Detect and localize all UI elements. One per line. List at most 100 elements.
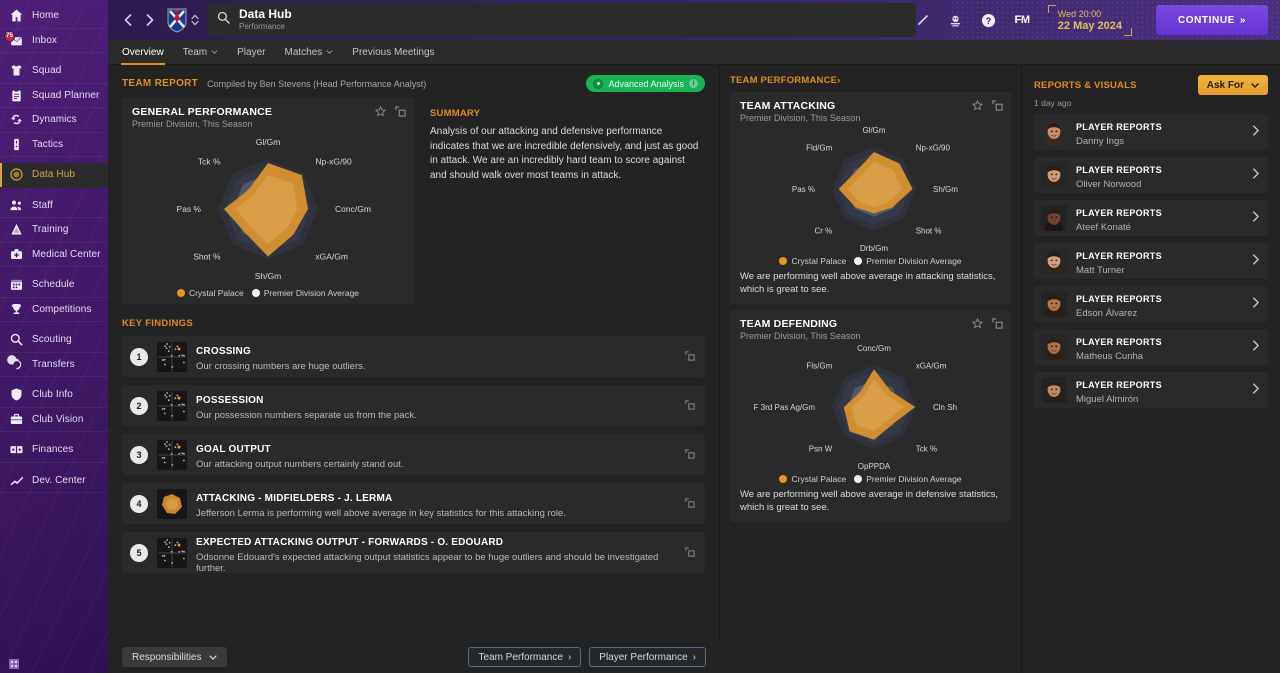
svg-text:Sh/Gm: Sh/Gm (933, 185, 958, 194)
player-performance-button[interactable]: Player Performance › (589, 647, 706, 667)
sidebar-item-label: Home (32, 10, 60, 22)
sidebar-item-schedule[interactable]: Schedule (0, 273, 108, 298)
svg-text:?: ? (986, 15, 991, 25)
sidebar-item-dev-center[interactable]: Dev. Center (0, 469, 108, 493)
player-report-item[interactable]: PLAYER REPORTS Danny Ings (1034, 114, 1268, 150)
legend-team-label: Crystal Palace (188, 288, 244, 298)
player-report-item[interactable]: PLAYER REPORTS Edson Álvarez (1034, 286, 1268, 322)
player-report-type: PLAYER REPORTS (1076, 294, 1162, 304)
expand-icon[interactable] (992, 318, 1003, 329)
key-finding-item[interactable]: 1 CROSSING Our crossing numbers are huge o… (122, 336, 705, 377)
tab-overview[interactable]: Overview (121, 40, 165, 65)
sidebar-item-home[interactable]: Home (0, 4, 108, 29)
legend-average-dot-icon (251, 289, 260, 297)
star-icon[interactable] (374, 105, 387, 117)
sidebar-item-medical-center[interactable]: Medical Center (0, 243, 108, 267)
expand-icon[interactable] (685, 544, 695, 562)
content-area: TEAM REPORT Compiled by Ben Stevens (Hea… (108, 65, 1280, 673)
expand-icon[interactable] (685, 446, 695, 464)
team-performance-heading[interactable]: TEAM PERFORMANCE› (720, 65, 1021, 92)
chevron-right-icon[interactable] (1252, 168, 1259, 182)
tab-team[interactable]: Team (183, 40, 218, 65)
key-finding-number: 3 (130, 445, 148, 464)
sidebar-item-squad-planner[interactable]: Squad Planner (0, 84, 108, 108)
star-icon[interactable] (971, 317, 984, 329)
sidebar-item-label: Finances (32, 444, 74, 456)
expand-icon[interactable] (992, 100, 1003, 111)
sidebar-item-inbox[interactable]: 75 Inbox (0, 29, 108, 53)
expand-icon[interactable] (395, 106, 406, 117)
continue-button[interactable]: CONTINUE » (1156, 5, 1268, 35)
star-icon[interactable] (971, 99, 984, 111)
sidebar-item-staff[interactable]: Staff (0, 194, 108, 218)
sidebar-item-finances[interactable]: Finances (0, 438, 108, 463)
chevron-right-icon[interactable] (1252, 211, 1259, 225)
responsibilities-label: Responsibilities (132, 651, 202, 663)
forward-button[interactable] (140, 9, 160, 31)
ask-for-button[interactable]: Ask For (1197, 75, 1268, 95)
player-report-item[interactable]: PLAYER REPORTS Ateef Konaté (1034, 200, 1268, 236)
team-defending-actions (971, 317, 1003, 329)
sidebar-item-transfers[interactable]: Transfers (0, 353, 108, 377)
key-finding-thumbnail (157, 439, 187, 470)
sidebar-item-club-vision[interactable]: Club Vision (0, 408, 108, 432)
fm-logo[interactable]: FM (1014, 14, 1030, 26)
chevron-right-icon: › (692, 651, 696, 663)
expand-icon[interactable] (685, 348, 695, 366)
transfers-icon (6, 354, 24, 372)
svg-text:Fld/Gm: Fld/Gm (806, 143, 833, 152)
tab-previous-meetings[interactable]: Previous Meetings (352, 40, 434, 65)
svg-text:Tck %: Tck % (916, 445, 937, 454)
tab-player[interactable]: Player (237, 40, 265, 65)
player-report-item[interactable]: PLAYER REPORTS Miguel Almirón (1034, 372, 1268, 408)
player-report-item[interactable]: PLAYER REPORTS Matheus Cunha (1034, 329, 1268, 365)
chevron-right-icon[interactable] (1252, 125, 1259, 139)
chevron-right-icon[interactable] (1252, 383, 1259, 397)
pencil-icon[interactable] (916, 13, 930, 27)
key-finding-item[interactable]: 5 EXPECTED ATTACKING OUTPUT - FORWARDS - … (122, 532, 705, 574)
sidebar-item-scouting[interactable]: Scouting (0, 328, 108, 353)
sidebar-item-tactics[interactable]: Tactics (0, 133, 108, 157)
sidebar-item-training[interactable]: Training (0, 218, 108, 243)
tab-label: Team (182, 46, 208, 58)
sidebar-item-label: Staff (32, 199, 53, 211)
sidebar-item-competitions[interactable]: Competitions (0, 298, 108, 322)
search-icon (217, 11, 230, 29)
avatar (1041, 291, 1067, 317)
player-report-item[interactable]: PLAYER REPORTS Oliver Norwood (1034, 157, 1268, 193)
club-switcher[interactable] (191, 13, 199, 27)
sidebar-item-dynamics[interactable]: Dynamics (0, 108, 108, 133)
chevron-right-icon[interactable] (1252, 340, 1259, 354)
expand-icon[interactable] (685, 495, 695, 513)
svg-text:Shot %: Shot % (193, 251, 221, 261)
social-icon[interactable] (948, 13, 963, 28)
key-finding-item[interactable]: 4 ATTACKING - MIDFIELDERS - J. LERMA Jeffe… (122, 483, 705, 524)
shield-icon (8, 387, 24, 403)
info-icon[interactable]: i (689, 79, 698, 88)
team-attacking-subtitle: Premier Division, This Season (740, 113, 861, 123)
key-finding-item[interactable]: 3 GOAL OUTPUT Our attacking output numbers… (122, 434, 705, 475)
key-finding-item[interactable]: 2 POSSESSION Our possession numbers separa… (122, 385, 705, 426)
responsibilities-button[interactable]: Responsibilities (122, 647, 228, 667)
expand-icon[interactable] (685, 397, 695, 415)
svg-text:F 3rd Pas Ag/Gm: F 3rd Pas Ag/Gm (754, 403, 816, 412)
reports-visuals-timestamp: 1 day ago (1034, 98, 1072, 108)
chevron-right-icon[interactable] (1252, 297, 1259, 311)
player-report-item[interactable]: PLAYER REPORTS Matt Turner (1034, 243, 1268, 279)
tab-matches[interactable]: Matches (285, 40, 334, 65)
sidebar-item-club-info[interactable]: Club Info (0, 383, 108, 408)
team-report-column: TEAM REPORT Compiled by Ben Stevens (Hea… (108, 65, 720, 673)
chevron-right-icon[interactable] (1252, 254, 1259, 268)
advanced-analysis-badge[interactable]: Advanced Analysis i (586, 75, 705, 92)
help-icon[interactable]: ? (981, 13, 996, 28)
team-performance-button[interactable]: Team Performance › (468, 647, 582, 667)
avatar (1041, 248, 1067, 274)
crystal-palace-badge-icon[interactable] (166, 7, 188, 33)
page-search-bar[interactable]: Data Hub Performance (207, 3, 917, 37)
key-finding-description: Our possession numbers separate us from … (196, 410, 417, 421)
sidebar-item-squad[interactable]: Squad (0, 59, 108, 84)
sidebar-item-data-hub[interactable]: Data Hub (0, 163, 108, 188)
page-subtitle: Performance (239, 22, 285, 31)
back-button[interactable] (118, 9, 138, 31)
